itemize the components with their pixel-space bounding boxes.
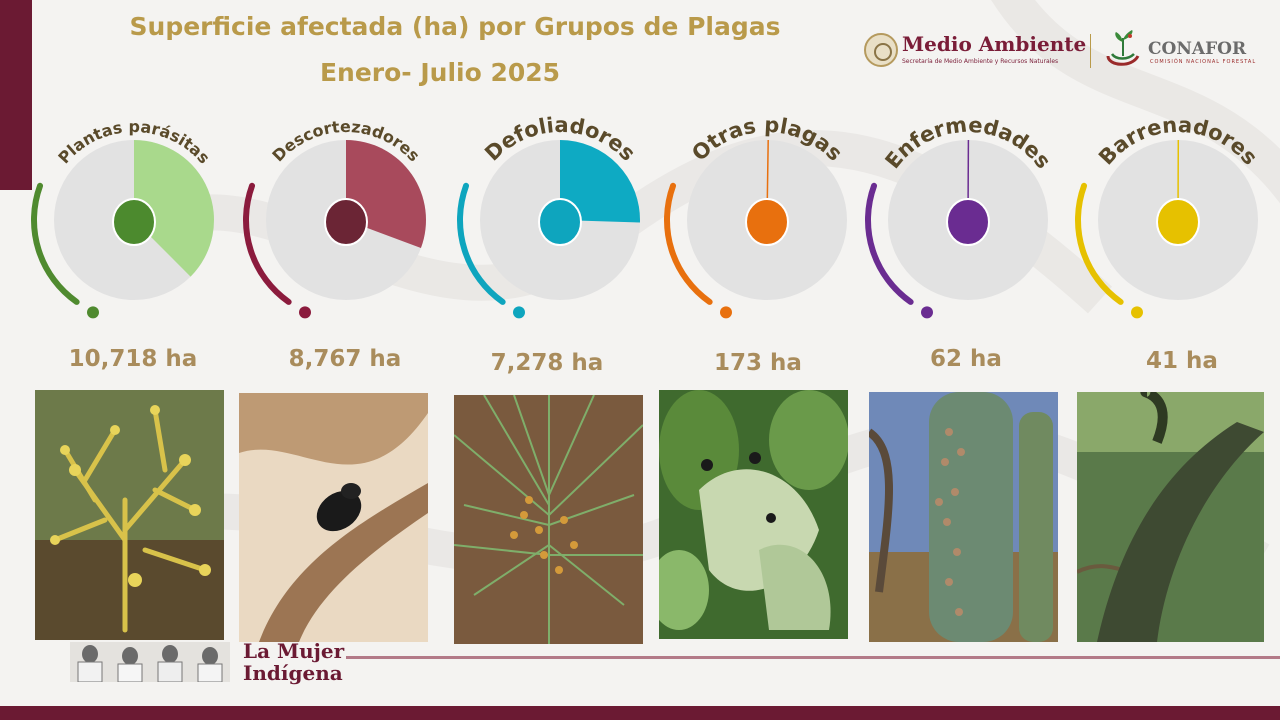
- gauge-arc-enfermedades: [865, 182, 914, 305]
- defoliadores-photo: [454, 395, 643, 644]
- footer-line2: Indígena: [243, 661, 343, 685]
- gauge-dot-descortezadores: [299, 306, 311, 319]
- logo-divider: [1090, 34, 1091, 68]
- pie-slice-plantas-parasitas: [134, 140, 215, 277]
- gauge-arc-plantas-parasitas: [31, 182, 80, 305]
- logos: Medio Ambiente Secretaría de Medio Ambie…: [862, 30, 1262, 74]
- barrenadores-photo: [1077, 392, 1264, 642]
- gauge-dot-otras-plagas: [720, 306, 732, 319]
- medio-ambiente-subtitle: Secretaría de Medio Ambiente y Recursos …: [902, 58, 1059, 65]
- pie-slice-defoliadores: [560, 140, 640, 223]
- enfermedades-photo: [869, 392, 1058, 642]
- value-label-defoliadores: 7,278 ha: [490, 350, 604, 376]
- bottom-accent-bar: [0, 706, 1280, 720]
- value-label-otras-plagas: 173 ha: [714, 350, 802, 376]
- value-label-descortezadores: 8,767 ha: [288, 346, 402, 372]
- pest-group-gauges: Plantas parásitas Descortezadores Defoliad…: [31, 112, 1262, 319]
- value-label-plantas-parasitas: 10,718 ha: [68, 346, 198, 372]
- center-dot-descortezadores: [324, 198, 368, 246]
- center-dot-enfermedades: [946, 198, 990, 246]
- center-dot-plantas-parasitas: [112, 198, 156, 246]
- chart-title: Superficie afectada (ha) por Grupos de P…: [129, 12, 781, 41]
- la-mujer-indigena-title: La Mujer Indígena: [243, 640, 344, 684]
- conafor-tree-icon: [1106, 30, 1140, 66]
- descortezadores-photo: [239, 393, 428, 642]
- chart-subtitle: Enero- Julio 2025: [319, 58, 561, 87]
- conafor-logo: CONAFOR: [1148, 39, 1247, 59]
- plantas-parasitas-photo: [35, 390, 224, 640]
- gauge-arc-defoliadores: [457, 182, 506, 305]
- footer-divider: [346, 656, 1280, 659]
- otras-plagas-photo: [659, 390, 848, 639]
- footer-line1: La Mujer: [243, 639, 345, 663]
- government-seal-icon: [864, 33, 898, 67]
- value-label-barrenadores: 41 ha: [1146, 348, 1218, 374]
- center-dot-barrenadores: [1156, 198, 1200, 246]
- center-dot-otras-plagas: [745, 198, 789, 246]
- gauge-dot-barrenadores: [1131, 306, 1143, 319]
- gauge-arc-barrenadores: [1075, 182, 1124, 305]
- gauge-arc-descortezadores: [243, 182, 292, 305]
- center-dot-defoliadores: [538, 198, 582, 246]
- gauge-dot-plantas-parasitas: [87, 306, 99, 319]
- medio-ambiente-logo: Medio Ambiente: [902, 32, 1087, 56]
- conafor-subtitle: COMISIÓN NACIONAL FORESTAL: [1150, 59, 1257, 65]
- value-label-enfermedades: 62 ha: [930, 346, 1002, 372]
- gauge-arc-otras-plagas: [664, 182, 713, 305]
- la-mujer-indigena-photo: [70, 642, 230, 682]
- gauge-dot-enfermedades: [921, 306, 933, 319]
- gauge-dot-defoliadores: [513, 306, 525, 319]
- left-accent-bar: [0, 0, 32, 190]
